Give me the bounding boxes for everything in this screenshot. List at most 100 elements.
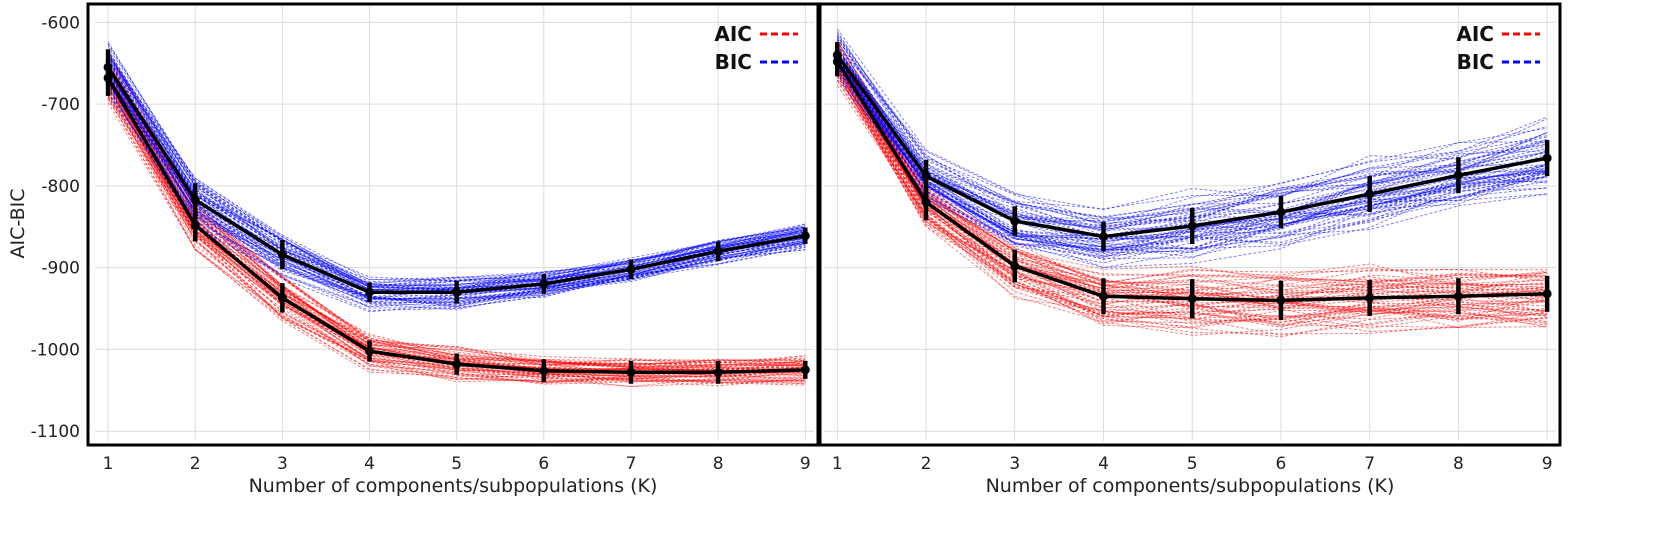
legend-label-aic: AIC (1456, 22, 1494, 46)
run-line-aic (107, 102, 806, 387)
y-axis-label: AIC-BIC (7, 189, 29, 259)
run-line-aic (107, 59, 806, 366)
mean-point-aic (539, 366, 549, 376)
mean-point-aic (713, 367, 723, 377)
run-line-bic (836, 74, 1548, 258)
x-tick-label: 5 (451, 454, 462, 474)
run-line-bic (836, 65, 1548, 260)
run-line-bic (836, 79, 1548, 268)
x-tick-label: 9 (1542, 454, 1553, 474)
run-line-aic (836, 81, 1548, 338)
legend-label-bic: BIC (1457, 50, 1494, 74)
mean-point-bic (713, 246, 723, 256)
mean-point-aic (1542, 289, 1552, 299)
mean-point-bic (1365, 189, 1375, 199)
legend: AIC BIC (1456, 22, 1540, 74)
mean-point-bic (103, 62, 113, 72)
y-tick-label: -600 (41, 13, 80, 33)
legend: AIC BIC (714, 22, 798, 74)
x-tick-label: 8 (1453, 454, 1464, 474)
mean-point-aic (1098, 291, 1108, 301)
run-line-bic (836, 65, 1548, 257)
mean-point-aic (452, 359, 462, 369)
legend-label-bic: BIC (715, 50, 752, 74)
run-line-bic (107, 83, 806, 306)
run-line-bic (836, 49, 1548, 229)
run-line-bic (836, 70, 1548, 248)
run-line-aic (836, 72, 1548, 336)
chart-panel-left: -600 -700 -800 -900 -1000 -1100 AIC-BIC 1 2 3 4 5 6 7… (7, 2, 820, 497)
mean-point-aic (1187, 294, 1197, 304)
mean-point-bic (1098, 232, 1108, 242)
run-line-bic (107, 58, 806, 291)
y-tick-label: -1000 (31, 340, 80, 360)
run-line-bic (836, 52, 1548, 222)
x-tick-label: 1 (832, 454, 843, 474)
run-line-aic (107, 60, 806, 371)
mean-point-bic (1453, 170, 1463, 180)
mean-point-bic (1187, 221, 1197, 231)
mean-point-bic (190, 195, 200, 205)
run-line-bic (836, 36, 1548, 224)
run-line-bic (107, 82, 806, 309)
x-tick-label: 6 (538, 454, 549, 474)
x-tick-labels: 1 2 3 4 5 6 7 8 9 (103, 454, 811, 474)
panel-frame (86, 2, 820, 447)
run-line-bic (107, 75, 806, 307)
legend-label-aic: AIC (714, 22, 752, 46)
y-tick-labels: -600 -700 -800 -900 -1000 -1100 (31, 13, 80, 442)
run-line-bic (107, 53, 806, 293)
x-tick-label: 3 (277, 454, 288, 474)
run-line-bic (107, 59, 806, 283)
run-line-bic (107, 54, 806, 288)
mean-lines (832, 41, 1552, 320)
x-tick-label: 2 (921, 454, 932, 474)
run-line-aic (107, 65, 806, 367)
x-tick-label: 2 (190, 454, 201, 474)
mean-point-bic (921, 171, 931, 181)
x-tick-labels: 1 2 3 4 5 6 7 8 9 (832, 454, 1553, 474)
run-line-aic (836, 72, 1548, 336)
run-line-aic (107, 71, 806, 368)
x-tick-label: 9 (800, 454, 811, 474)
run-line-aic (836, 85, 1548, 335)
mean-point-bic (452, 287, 462, 297)
run-line-bic (836, 54, 1548, 233)
run-line-aic (107, 85, 806, 381)
run-line-aic (107, 67, 806, 373)
mean-point-aic (190, 220, 200, 230)
mean-point-aic (1276, 295, 1286, 305)
mean-point-aic (1010, 261, 1020, 271)
mean-point-aic (800, 365, 810, 375)
run-line-bic (107, 87, 806, 307)
run-line-bic (836, 44, 1548, 223)
run-line-aic (107, 95, 806, 384)
mean-lines (103, 49, 810, 384)
mean-point-aic (1365, 293, 1375, 303)
run-line-aic (836, 60, 1548, 295)
x-tick-label: 1 (103, 454, 114, 474)
run-line-aic (836, 45, 1548, 283)
mean-point-bic (1010, 216, 1020, 226)
mean-point-bic (800, 231, 810, 241)
mean-point-bic (365, 287, 375, 297)
x-axis-label: Number of components/subpopulations (K) (986, 475, 1395, 497)
y-tick-label: -1100 (31, 422, 80, 442)
x-tick-label: 4 (1098, 454, 1109, 474)
mean-point-aic (1453, 291, 1463, 301)
chart-panel-right: 1 2 3 4 5 6 7 8 9 Number of components/subpopulat… (818, 2, 1562, 497)
run-line-aic (836, 55, 1548, 297)
x-tick-label: 4 (364, 454, 375, 474)
run-line-aic (107, 83, 806, 383)
mean-point-aic (626, 367, 636, 377)
run-line-bic (836, 35, 1548, 227)
mean-point-aic (921, 197, 931, 207)
run-line-aic (836, 63, 1548, 318)
run-line-aic (836, 65, 1548, 323)
run-line-bic (836, 68, 1548, 250)
run-line-bic (107, 52, 806, 281)
run-line-aic (836, 65, 1548, 328)
x-tick-label: 7 (626, 454, 637, 474)
run-line-aic (107, 86, 806, 381)
